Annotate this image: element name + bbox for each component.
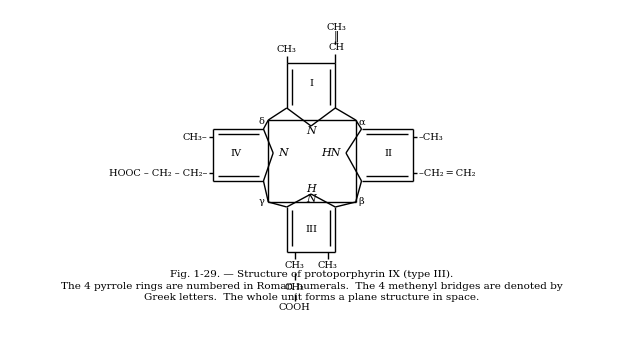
Text: N: N <box>306 194 316 204</box>
Text: CH₂: CH₂ <box>285 283 305 292</box>
Text: γ: γ <box>258 198 265 206</box>
Text: β: β <box>359 198 364 206</box>
Text: CH₃: CH₃ <box>326 23 346 32</box>
Text: HN: HN <box>321 148 341 158</box>
Text: CH: CH <box>328 42 344 52</box>
Text: –CH₃: –CH₃ <box>419 133 444 142</box>
Text: CH₃: CH₃ <box>277 46 296 55</box>
Text: Fig. 1-29. — Structure of protoporphyrin IX (type III).: Fig. 1-29. — Structure of protoporphyrin… <box>170 270 454 279</box>
Text: α: α <box>359 118 365 127</box>
Text: CH₃–: CH₃– <box>182 133 207 142</box>
Text: ‖: ‖ <box>333 30 339 42</box>
Text: I: I <box>309 79 313 87</box>
Text: II: II <box>385 150 392 158</box>
Text: CH₃: CH₃ <box>318 261 338 270</box>
Text: IV: IV <box>231 150 241 158</box>
Text: The 4 pyrrole rings are numbered in Roman numerals.  The 4 methenyl bridges are : The 4 pyrrole rings are numbered in Roma… <box>61 282 563 291</box>
Text: Greek letters.  The whole unit forms a plane structure in space.: Greek letters. The whole unit forms a pl… <box>144 293 480 302</box>
Text: III: III <box>305 226 317 235</box>
Text: –CH₂ = CH₂: –CH₂ = CH₂ <box>419 168 475 177</box>
Text: δ: δ <box>258 118 265 127</box>
Text: N: N <box>278 148 288 158</box>
Text: CH₃: CH₃ <box>285 261 305 270</box>
Text: H: H <box>306 184 316 194</box>
Text: N: N <box>306 126 316 136</box>
Text: HOOC – CH₂ – CH₂–: HOOC – CH₂ – CH₂– <box>109 168 207 177</box>
Text: COOH: COOH <box>279 303 310 313</box>
